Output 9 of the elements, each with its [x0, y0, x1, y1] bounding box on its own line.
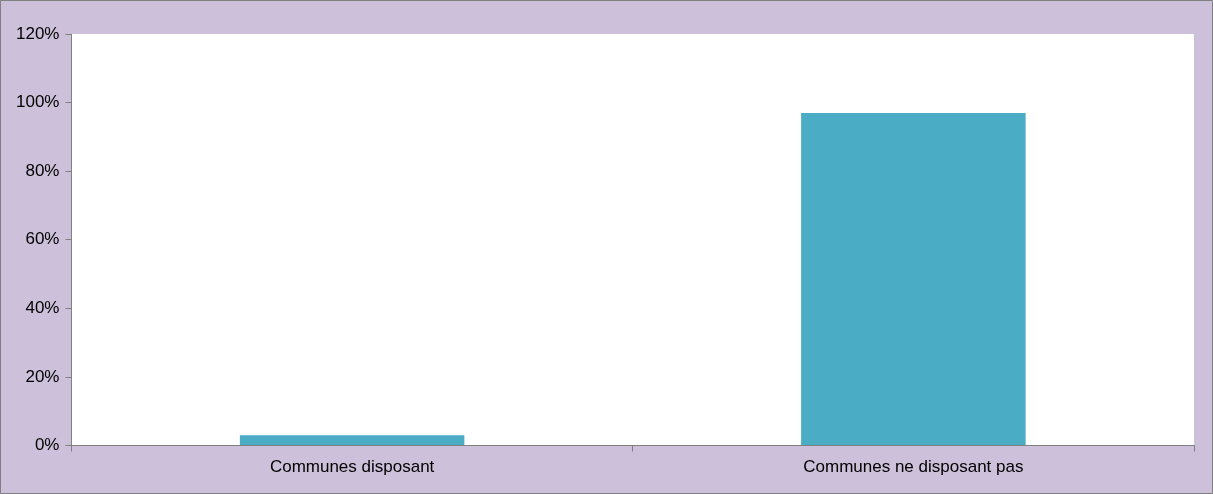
y-tick-label: 0% [34, 435, 60, 455]
y-tick-label: 40% [25, 298, 60, 318]
y-tick-label: 60% [25, 229, 60, 249]
y-tick-label: 120% [16, 23, 60, 43]
y-tick-label: 100% [16, 92, 60, 112]
y-tick-label: 20% [25, 366, 60, 386]
y-tick-label: 80% [25, 160, 60, 180]
x-tick-label: Communes disposant [269, 457, 435, 477]
x-tick-label: Communes ne disposant pas [803, 457, 1024, 477]
